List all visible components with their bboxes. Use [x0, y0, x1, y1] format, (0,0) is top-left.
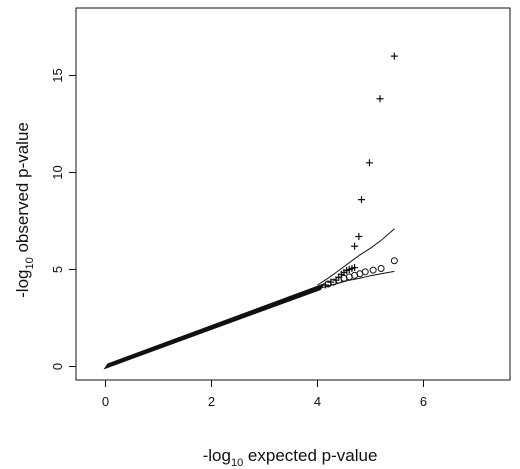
circle-point	[390, 257, 398, 265]
circle-point	[377, 265, 385, 273]
circle-point	[361, 268, 369, 276]
x-label-suffix: expected p-value	[243, 446, 377, 465]
confidence-lower-line	[317, 270, 395, 290]
plus-point	[321, 281, 329, 289]
x-axis-label: -log10 expected p-value	[203, 446, 378, 469]
y-axis-label: -log10 observed p-value	[13, 122, 36, 298]
plus-point	[351, 264, 359, 272]
plot-layer: 0 2 4 6 0 5 10 15	[50, 7, 511, 409]
y-label-subscript: 10	[24, 257, 36, 269]
x-label-prefix: -log	[203, 446, 231, 465]
y-tick-label: 15	[50, 68, 65, 82]
y-label-prefix: -log	[13, 270, 32, 298]
dense-points-band	[103, 282, 325, 370]
plot-frame	[75, 7, 511, 381]
y-tick-label: 0	[50, 363, 65, 370]
plus-point	[327, 278, 335, 286]
plus-point	[355, 233, 363, 241]
plus-point	[376, 95, 384, 103]
x-tick-label: 0	[102, 394, 109, 409]
x-tick-label: 6	[420, 394, 427, 409]
y-tick-label: 10	[50, 165, 65, 179]
plus-point	[365, 159, 373, 167]
plus-point	[357, 196, 365, 204]
plus-point	[390, 52, 398, 60]
y-tick-label: 5	[50, 266, 65, 273]
confidence-upper-line	[317, 228, 395, 286]
x-label-subscript: 10	[231, 457, 243, 469]
x-tick-label: 4	[314, 394, 321, 409]
circle-point	[369, 266, 377, 274]
x-tick-label: 2	[208, 394, 215, 409]
plus-point	[351, 242, 359, 250]
y-label-suffix: observed p-value	[13, 122, 32, 257]
